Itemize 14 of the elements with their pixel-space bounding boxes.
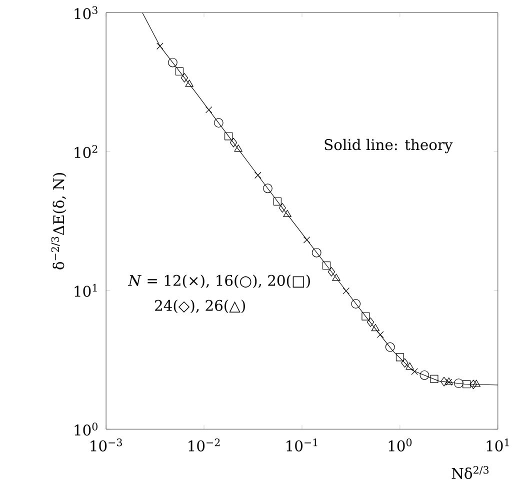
y-tick-label: 10$^{3}$ bbox=[74, 6, 98, 20]
y-tick-label: 10$^{1}$ bbox=[74, 284, 97, 297]
y-tick-label: 10$^{2}$ bbox=[74, 145, 98, 158]
x-tick-label: 10$^{0}$ bbox=[388, 438, 412, 452]
y-axis-title: δ$^{−2/3}$ΔE(δ, N) bbox=[51, 173, 66, 270]
x-tick-label: 10$^{−1}$ bbox=[286, 438, 318, 452]
x-axis-title: Nδ$^{2/3}$ bbox=[452, 466, 489, 479]
annotation: 24(◇), 26(△) bbox=[155, 300, 245, 314]
x-tick-label: 10$^{1}$ bbox=[486, 438, 509, 452]
x-tick-label: 10$^{−2}$ bbox=[188, 438, 220, 452]
annotation: Solid line: theory bbox=[324, 138, 453, 154]
annotation: N = 12(×), 16(○), 20(□) bbox=[128, 274, 310, 288]
x-tick-label: 10$^{−3}$ bbox=[90, 438, 122, 452]
y-tick-label: 10$^{0}$ bbox=[74, 422, 98, 436]
